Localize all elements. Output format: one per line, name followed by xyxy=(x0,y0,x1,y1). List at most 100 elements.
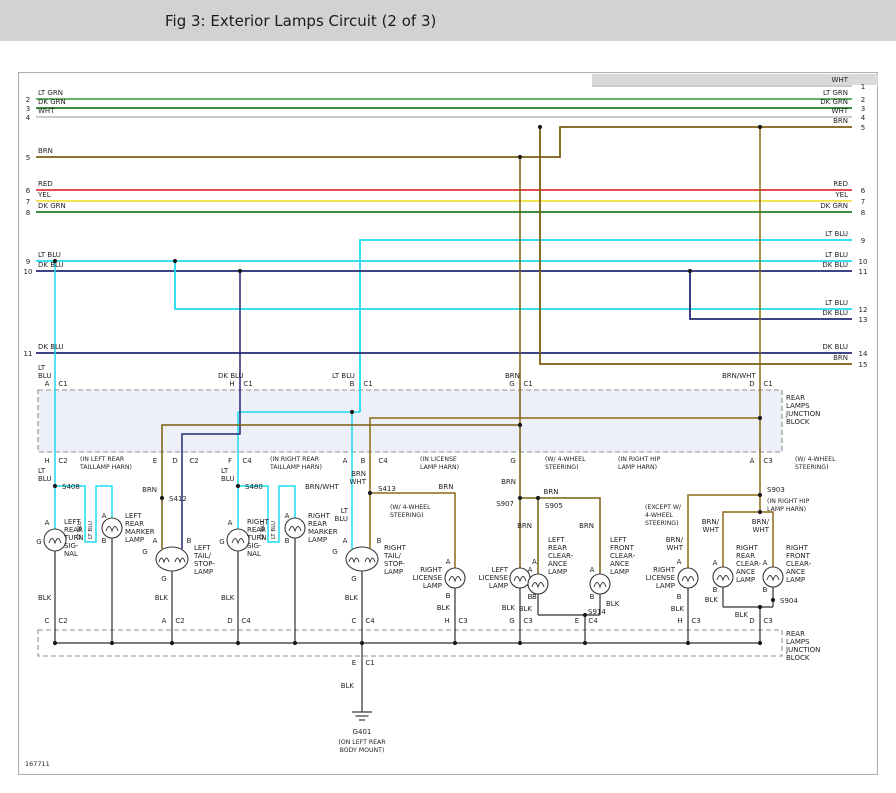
diagram-label: CLEAR- xyxy=(610,552,636,560)
diagram-label: (IN RIGHT HIP xyxy=(618,456,661,463)
diagram-label: C1 xyxy=(363,380,372,388)
diagram-label: STOP- xyxy=(194,560,215,568)
diagram-label: MARKER xyxy=(125,528,155,536)
splice-dot xyxy=(582,640,588,646)
diagram-label: C3 xyxy=(458,617,467,625)
diagram-label: BLK xyxy=(606,600,620,608)
splice-dot xyxy=(582,612,588,618)
diagram-label: SIG- xyxy=(247,542,262,550)
diagram-label: 5 xyxy=(861,124,865,132)
diagram-label: BLK xyxy=(519,605,533,613)
diagram-label: S480 xyxy=(245,483,263,491)
diagram-label: RED xyxy=(833,180,848,188)
diagram-label: DK BLU xyxy=(38,343,64,351)
diagram-label: 167711 xyxy=(25,760,50,768)
splice-dot xyxy=(109,640,115,646)
diagram-label: (W/ 4-WHEEL xyxy=(545,456,586,463)
diagram-label: C4 xyxy=(241,617,251,625)
wire-lt_blu xyxy=(359,239,852,412)
diagram-label: B xyxy=(446,592,451,600)
diagram-label: BLK xyxy=(221,594,235,602)
diagram-label: LAMP xyxy=(423,582,442,590)
diagram-label: 2 xyxy=(861,96,865,104)
diagram-label: 6 xyxy=(861,187,866,195)
diagram-label: H xyxy=(229,380,234,388)
diagram-label: LAMP xyxy=(736,576,755,584)
diagram-label: S412 xyxy=(169,495,187,503)
wire-brn_wht xyxy=(687,494,760,568)
diagram-label: BRN xyxy=(517,522,532,530)
diagram-label: BRN xyxy=(833,117,848,125)
right-rear-turn-signal-lamp-filament-icon xyxy=(231,538,245,545)
diagram-label: LAMP xyxy=(308,536,327,544)
wire-brn xyxy=(161,424,520,549)
diagram-label: LT GRN xyxy=(823,89,848,97)
diagram-label: WHT xyxy=(832,76,849,84)
diagram-label: BLK xyxy=(735,611,749,619)
diagram-label: A xyxy=(532,558,537,566)
splice-dot xyxy=(237,268,243,274)
diagram-label: D xyxy=(749,617,754,625)
diagram-label: LT GRN xyxy=(38,89,63,97)
diagram-label: C2 xyxy=(58,457,67,465)
diagram-label: B xyxy=(528,593,533,601)
diagram-label: LEFT xyxy=(610,536,627,544)
diagram-label: REAR xyxy=(786,394,805,402)
diagram-label: LAMP xyxy=(786,576,805,584)
diagram-label: G xyxy=(332,548,337,556)
diagram-label: 4 xyxy=(26,114,31,122)
diagram-label: LEFT xyxy=(64,518,81,526)
diagram-label: TURN xyxy=(63,534,84,542)
right-rear-clearance-lamp-filament-icon xyxy=(716,575,730,582)
diagram-label: DK BLU xyxy=(822,261,848,269)
diagram-label: C3 xyxy=(763,617,772,625)
left-rear-marker-lamp-filament-icon xyxy=(105,526,119,533)
diagram-label: LT BLU xyxy=(825,299,848,307)
splice-dot xyxy=(517,422,523,428)
figure-title-bar: Fig 3: Exterior Lamps Circuit (2 of 3) xyxy=(0,0,896,41)
diagram-label: S904 xyxy=(780,597,798,605)
left-license-lamp-filament-icon xyxy=(513,576,527,583)
diagram-label: 7 xyxy=(861,198,865,206)
diagram-label: 14 xyxy=(859,350,868,358)
splice-dot xyxy=(517,495,523,501)
splice-dot xyxy=(359,640,365,646)
diagram-label: LEFT xyxy=(548,536,565,544)
diagram-label: DK BLU xyxy=(38,261,64,269)
diagram-label: (EXCEPT W/ xyxy=(645,504,682,511)
diagram-label: B xyxy=(763,586,768,594)
splice-dot xyxy=(159,495,165,501)
diagram-label: G xyxy=(509,380,514,388)
diagram-label: RED xyxy=(38,180,53,188)
diagram-label: H xyxy=(677,617,682,625)
diagram-label: A xyxy=(750,457,755,465)
wire-lt_blu xyxy=(55,485,113,543)
diagram-label: STEERING) xyxy=(795,464,829,471)
diagram-label: B xyxy=(590,593,595,601)
diagram-label: JUNCTION xyxy=(785,410,820,418)
diagram-label: 3 xyxy=(26,105,30,113)
diagram-label: LAMP xyxy=(489,582,508,590)
diagram-label: BLK xyxy=(705,596,719,604)
diagram-label: B xyxy=(102,537,107,545)
diagram-label: LT BLU xyxy=(825,230,848,238)
diagram-label: LAMP xyxy=(656,582,675,590)
diagram-label: DK BLU xyxy=(822,309,848,317)
splice-dot xyxy=(367,490,373,496)
diagram-label: G xyxy=(161,575,166,583)
diagram-label: BLK xyxy=(341,682,355,690)
diagram-label: FRONT xyxy=(610,544,635,552)
diagram-label: G401 xyxy=(353,728,372,736)
diagram-label: LAMP xyxy=(194,568,213,576)
diagram-label: (W/ 4-WHEEL xyxy=(795,456,836,463)
wire-brn xyxy=(36,126,852,158)
diagram-label: S914 xyxy=(588,608,606,616)
diagram-label: SIG- xyxy=(64,542,79,550)
diagram-label: DK GRN xyxy=(820,98,848,106)
wire-dk_blu xyxy=(689,271,852,320)
diagram-label: A xyxy=(713,559,718,567)
diagram-label: 10 xyxy=(859,258,868,266)
right-rear-marker-lamp xyxy=(284,517,306,539)
diagram-label: DK GRN xyxy=(820,202,848,210)
diagram-label: STEERING) xyxy=(645,520,679,527)
